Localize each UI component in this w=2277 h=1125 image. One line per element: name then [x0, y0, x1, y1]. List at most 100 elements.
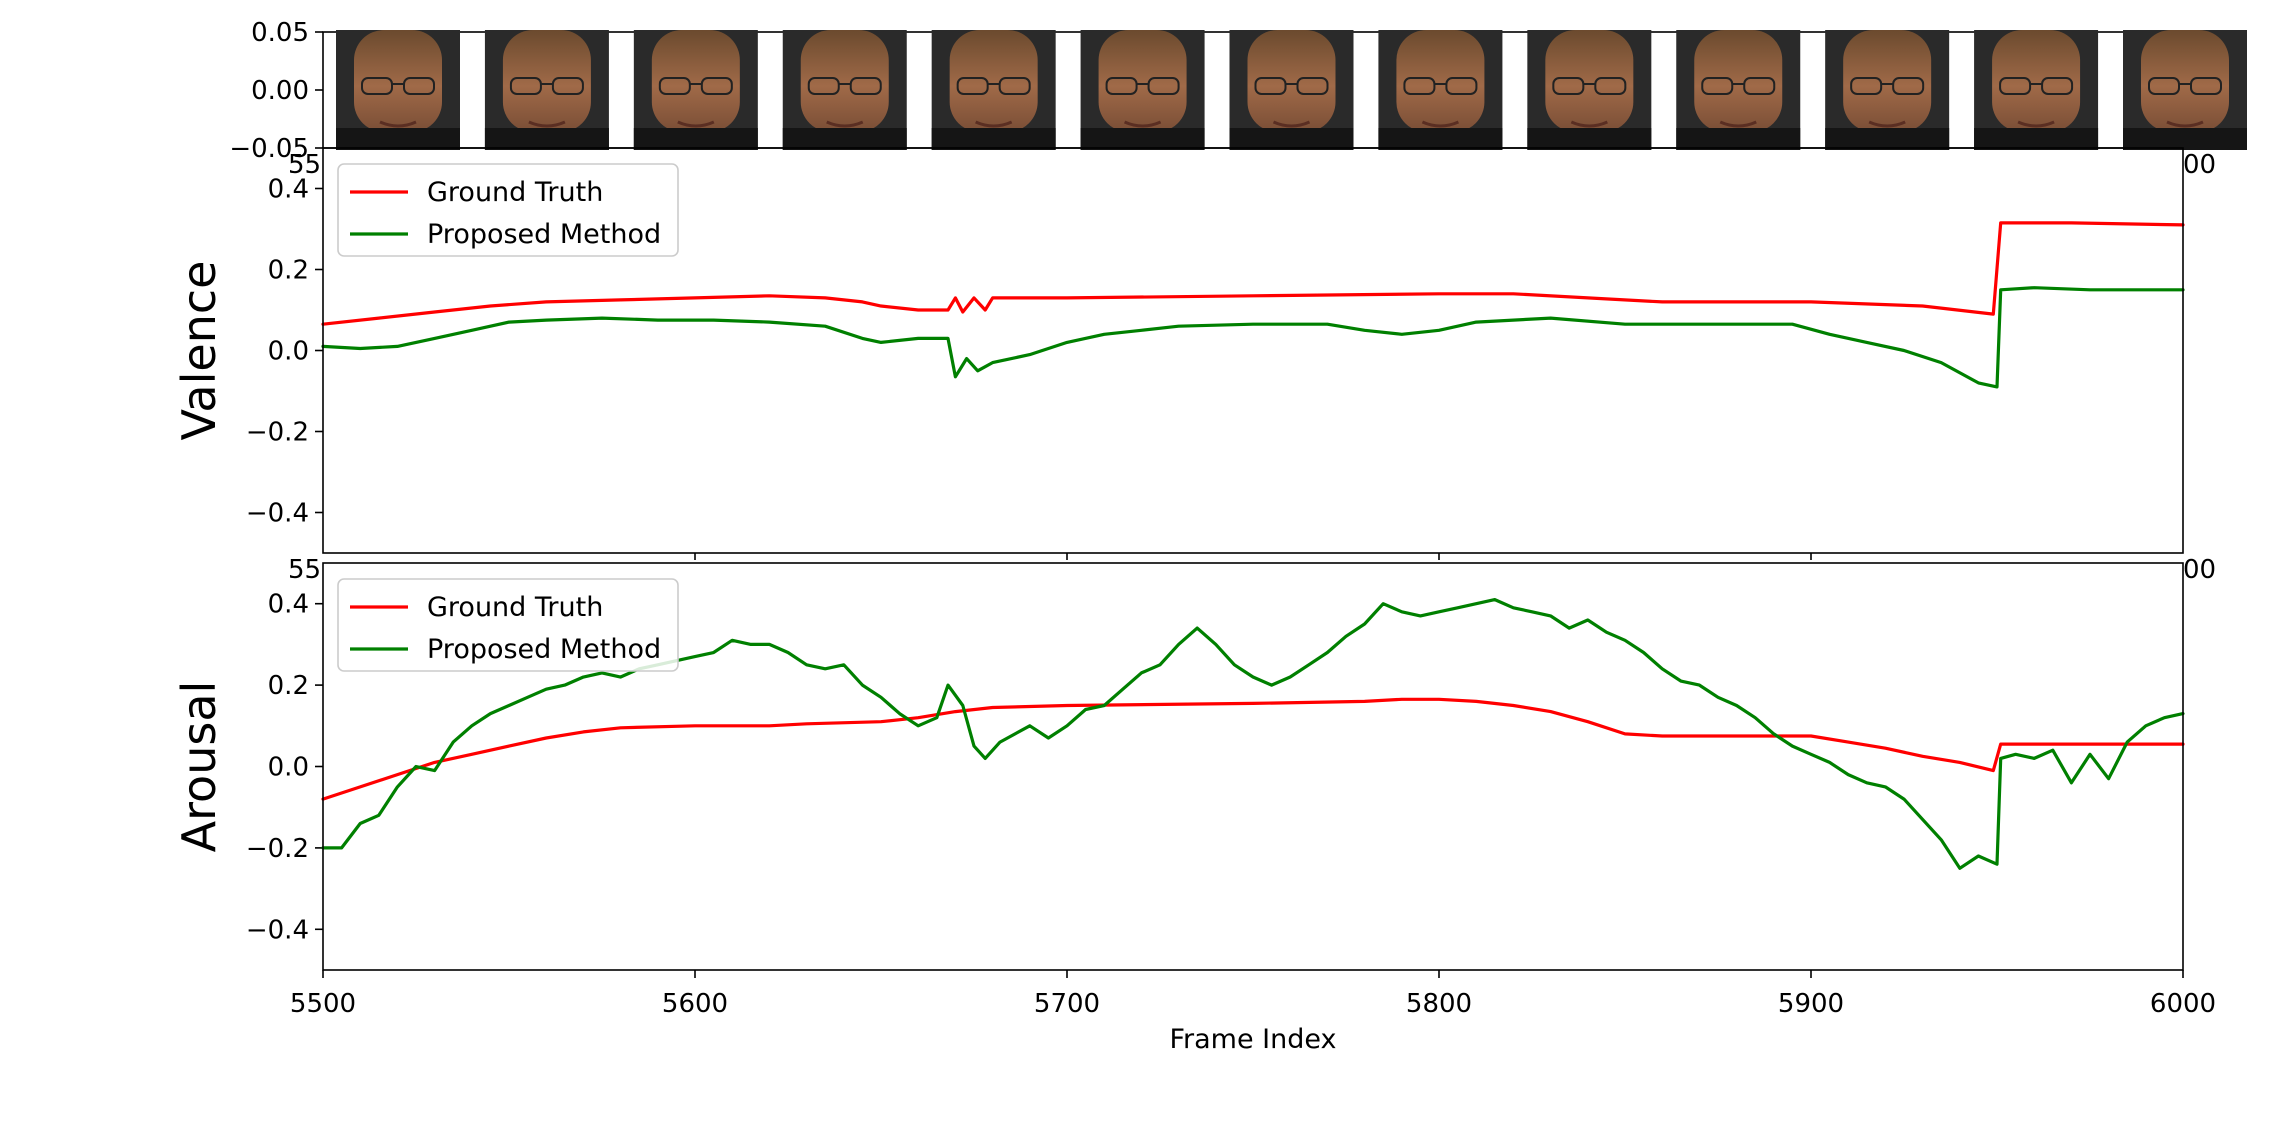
- legend-entry-label: Ground Truth: [427, 592, 603, 623]
- face-frame-thumbnail: [1080, 30, 1205, 150]
- face-shape: [2141, 30, 2229, 132]
- x-tick-label-partial: 55: [288, 150, 321, 180]
- series-line-proposed-method: [321, 286, 2185, 389]
- glasses-right: [1892, 77, 1925, 95]
- mouth: [975, 120, 1013, 128]
- face-frame-thumbnail: [1676, 30, 1801, 150]
- glasses-left: [1254, 77, 1287, 95]
- mouth: [1272, 120, 1311, 128]
- face-frame-thumbnail: [1825, 30, 1950, 150]
- mouth: [379, 120, 417, 128]
- glasses-right: [551, 77, 584, 95]
- glasses-left: [1701, 77, 1734, 95]
- y-tick-label: −0.05: [229, 134, 309, 164]
- glasses-left: [807, 77, 840, 95]
- glasses-left: [509, 77, 542, 95]
- mouth: [826, 120, 864, 128]
- face-frame-thumbnail: [484, 30, 609, 150]
- x-tick-label: 6000: [2150, 989, 2216, 1019]
- x-tick-label-partial: 00: [2183, 150, 2216, 180]
- glasses-right: [1743, 77, 1776, 95]
- shirt: [1825, 128, 1950, 150]
- y-axis-label: Arousal: [172, 681, 226, 853]
- glasses-right: [700, 77, 733, 95]
- y-tick-label: −0.2: [246, 834, 309, 864]
- y-axis-label: Valence: [172, 261, 226, 441]
- y-tick-label: 0.2: [268, 256, 309, 286]
- legend-box: [337, 163, 679, 257]
- shirt: [782, 128, 907, 150]
- y-tick-label: 0.00: [251, 76, 309, 106]
- glasses-right: [1147, 77, 1180, 95]
- shirt: [1378, 128, 1503, 150]
- shirt: [931, 128, 1056, 150]
- glasses-left: [1105, 77, 1138, 95]
- panel-valence: 0.4 0.2 0.0 −0.2 −0.4 55 00 Valence Ground Truth…: [172, 147, 2216, 585]
- face-shape: [354, 30, 442, 132]
- mouth: [1570, 120, 1608, 128]
- series-line-ground-truth: [321, 697, 2185, 801]
- shirt: [633, 128, 758, 150]
- glasses-right: [1594, 77, 1627, 95]
- axes-frame: [322, 147, 2184, 554]
- mouth: [1421, 120, 1460, 128]
- glasses-right: [849, 77, 882, 95]
- shirt: [1676, 128, 1801, 150]
- y-tick-label: 0.4: [268, 590, 309, 620]
- face-frame-thumbnail: [1229, 30, 1354, 150]
- shirt: [1229, 128, 1354, 150]
- face-frame-thumbnail: [931, 30, 1056, 150]
- y-tick-label: 0.2: [268, 671, 309, 701]
- face-shape: [1843, 30, 1932, 132]
- glasses-right: [1445, 77, 1478, 95]
- glasses-left: [2148, 77, 2180, 95]
- glasses-right: [2190, 77, 2222, 95]
- face-shape: [1545, 30, 1634, 132]
- face-shape: [1247, 30, 1336, 132]
- x-tick-label: 5900: [1778, 989, 1844, 1019]
- face-shape: [502, 30, 591, 132]
- glasses-left: [1850, 77, 1883, 95]
- x-tick-label: 5700: [1034, 989, 1100, 1019]
- shirt: [1974, 128, 2099, 150]
- mouth: [2017, 120, 2055, 128]
- legend-entry-label: Proposed Method: [427, 219, 661, 250]
- glasses-right: [998, 77, 1031, 95]
- glasses-left: [956, 77, 989, 95]
- y-tick-label: −0.4: [246, 499, 309, 529]
- face-shape: [1992, 30, 2081, 132]
- y-tick-label: 0.0: [268, 337, 309, 367]
- x-tick-label: 5500: [290, 989, 356, 1019]
- mouth: [528, 120, 566, 128]
- face-shape: [800, 30, 889, 132]
- y-tick-label: −0.4: [246, 915, 309, 945]
- y-tick-label: −0.2: [246, 418, 309, 448]
- mouth: [1123, 120, 1162, 128]
- x-tick-label: 5600: [662, 989, 728, 1019]
- x-axis-label: Frame Index: [1169, 1024, 1336, 1055]
- shirt: [1080, 128, 1205, 150]
- x-tick-label: 5800: [1406, 989, 1472, 1019]
- glasses-left: [658, 77, 691, 95]
- legend-box: [337, 578, 679, 672]
- mouth: [677, 120, 715, 128]
- mouth: [1719, 120, 1757, 128]
- face-shape: [1694, 30, 1783, 132]
- glasses-left: [361, 77, 393, 95]
- glasses-left: [1999, 77, 2032, 95]
- face-frame-thumbnail: [782, 30, 907, 150]
- legend: Ground Truth Proposed Method: [337, 578, 679, 672]
- legend-entry-label: Proposed Method: [427, 634, 661, 665]
- face-frame-thumbnail: [1527, 30, 1652, 150]
- y-tick-label: 0.4: [268, 175, 309, 205]
- glasses-right: [403, 77, 435, 95]
- x-tick-label-partial: 00: [2183, 555, 2216, 585]
- glasses-left: [1552, 77, 1585, 95]
- mouth: [1868, 120, 1906, 128]
- shirt: [1527, 128, 1652, 150]
- glasses-right: [2041, 77, 2074, 95]
- legend-entry-label: Ground Truth: [427, 177, 603, 208]
